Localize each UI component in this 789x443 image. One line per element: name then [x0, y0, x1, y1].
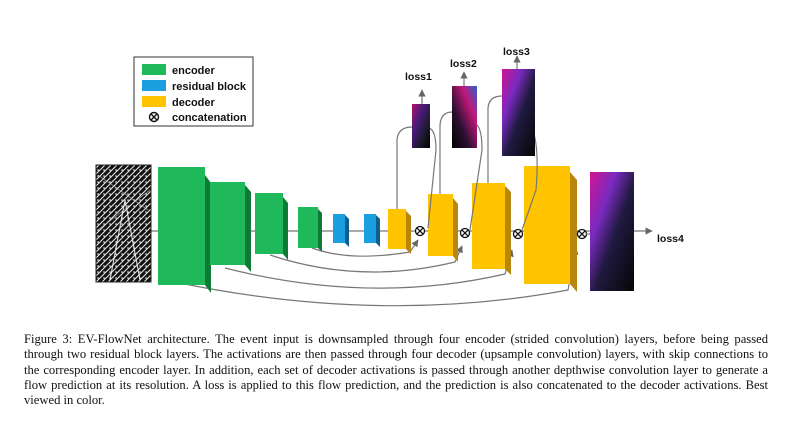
concat-icon-2 [459, 227, 471, 239]
concat-icon-3 [512, 228, 524, 240]
return-from-flow-1 [427, 127, 437, 229]
loss-label-4: loss4 [657, 233, 684, 245]
encoder-block-3 [255, 193, 288, 260]
event-input-image [95, 164, 152, 283]
legend: encoder residual block decoder concatena… [133, 56, 254, 127]
flow-image-1 [412, 89, 430, 148]
loss-label-2: loss2 [450, 58, 477, 70]
figure-caption: Figure 3: EV-FlowNet architecture. The e… [24, 332, 768, 408]
loss-label-1: loss1 [405, 71, 432, 83]
skip-connections [174, 239, 579, 307]
legend-label-concatenation: concatenation [172, 112, 247, 124]
legend-swatch-residual [142, 80, 166, 91]
loss-label-3: loss3 [503, 46, 530, 58]
concat-icon-4 [576, 228, 588, 240]
flow-image-3 [502, 55, 535, 156]
legend-otimes-icon [148, 111, 160, 123]
residual-block-1 [333, 214, 349, 247]
flow-image-2 [452, 71, 477, 148]
branch-to-flow-2 [439, 111, 453, 194]
legend-label-residual: residual block [172, 81, 247, 93]
architecture-diagram: encoder residual block decoder concatena… [95, 46, 684, 307]
legend-label-encoder: encoder [172, 65, 216, 77]
legend-label-decoder: decoder [172, 97, 216, 109]
decoder-block-4 [524, 166, 577, 292]
decoder-block-3 [472, 183, 511, 275]
decoder-block-1 [388, 209, 411, 254]
prediction-branches [396, 95, 577, 235]
skip-arc-3 [224, 249, 514, 289]
branch-to-flow-1 [396, 126, 413, 209]
encoder-block-2 [210, 182, 251, 272]
skip-arc-2 [269, 245, 463, 273]
encoder-block-4 [298, 207, 322, 252]
flow-image-4 [590, 172, 653, 291]
branch-to-flow-3 [487, 95, 503, 183]
skip-arc-4 [174, 247, 579, 307]
residual-block-2 [364, 214, 380, 247]
concat-icon-1 [414, 225, 426, 237]
legend-swatch-decoder [142, 96, 166, 107]
decoder-block-2 [428, 194, 458, 262]
legend-swatch-encoder [142, 64, 166, 75]
return-from-flow-2 [469, 124, 483, 231]
encoder-block-1 [158, 167, 211, 293]
